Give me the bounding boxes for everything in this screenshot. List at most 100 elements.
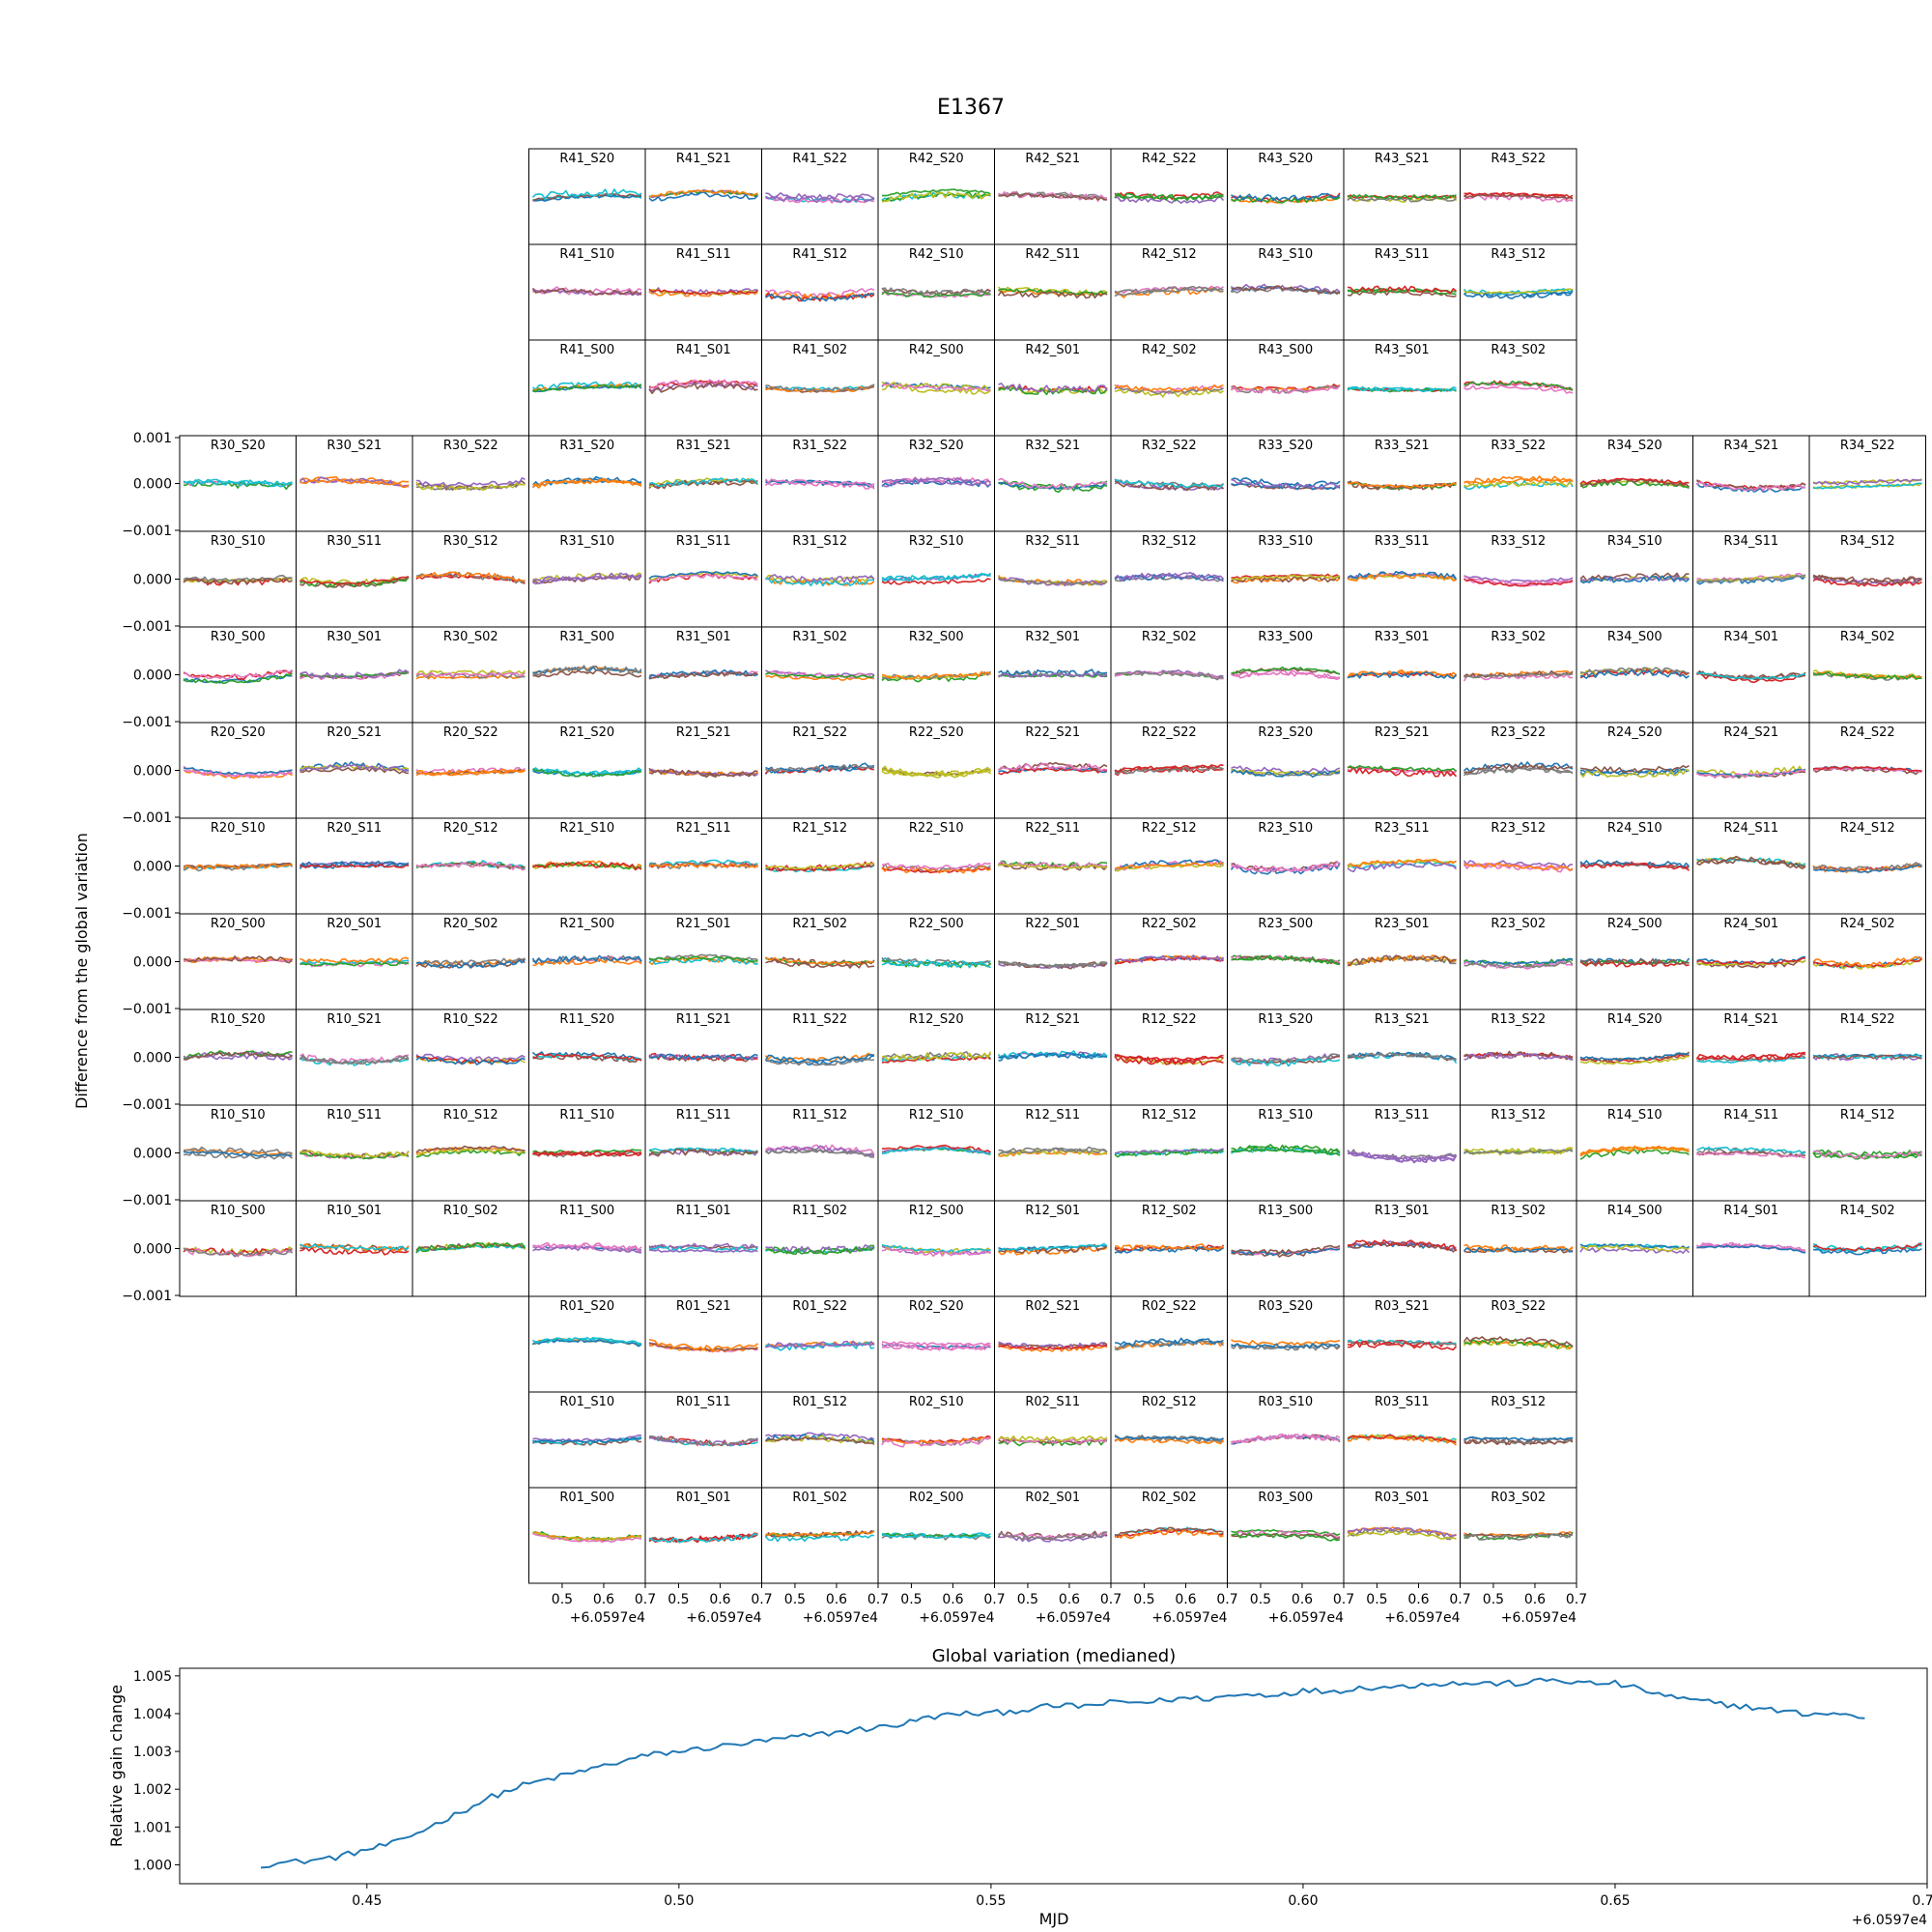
ccd-series-line [1812,957,1923,968]
ccd-series-line [415,958,526,969]
ccd-series-line [1231,1053,1341,1063]
ccd-panel-R12_S20: R12_S20 [877,1009,995,1106]
ccd-panel-label: R22_S01 [1025,917,1080,931]
ccd-series-line [183,1146,293,1155]
ccd-series-line [1812,1151,1923,1159]
ccd-panel-label: R23_S10 [1258,821,1313,836]
ccd-series-line [532,768,642,778]
ccd-series-line [1231,478,1341,490]
ccd-panel-label: R22_S21 [1025,725,1080,740]
ccd-series-line [299,863,410,868]
grid-xtick-label: 0.7 [867,1592,889,1607]
ccd-series-line [765,1341,875,1351]
grid-xtick-label: 0.5 [1250,1592,1271,1607]
ccd-series-line [1463,193,1574,200]
ccd-panel-R43_S02: R43_S02 [1460,339,1577,437]
ccd-series-line [1463,288,1574,295]
ccd-panel-label: R01_S10 [559,1395,614,1409]
ccd-panel-label: R22_S11 [1025,821,1080,836]
grid-ytick-label: −0.001 [122,906,172,922]
ccd-series-line [881,1051,991,1061]
ccd-series-line [1696,855,1806,869]
ccd-series-line [299,1243,410,1251]
ccd-panel-label: R14_S21 [1723,1012,1778,1027]
ccd-panel-label: R24_S21 [1723,725,1778,740]
grid-xtick-label: 0.5 [1017,1592,1038,1607]
ccd-series-line [998,1147,1108,1155]
ccd-series-line [1696,670,1806,680]
ccd-series-line [881,767,991,777]
ccd-series-line [415,1241,526,1254]
ccd-panel-label: R11_S11 [676,1108,731,1122]
ccd-series-line [415,669,526,676]
ccd-panel-label: R11_S20 [559,1012,614,1027]
ccd-series-line [1812,765,1922,773]
ccd-series-line [298,860,410,867]
grid-xaxis-col-10: 0.5 0.6 0.7 +6.0597e4 [1366,1583,1471,1626]
ccd-series-line [1347,1339,1457,1348]
ccd-series-line [299,576,410,585]
ccd-series-line [1463,1338,1574,1350]
ccd-series-line [1695,1051,1806,1061]
ccd-series-line [1812,669,1922,679]
ccd-series-line [1231,955,1341,966]
ccd-series-line [765,1343,875,1349]
ccd-series-line [765,195,875,204]
ccd-series-line [881,1243,991,1254]
ccd-series-line [1114,192,1224,202]
ccd-panel-R24_S21: R24_S21 [1692,722,1810,819]
ccd-panel-R34_S02: R34_S02 [1808,626,1926,724]
ccd-panel-label: R20_S02 [443,917,498,931]
ccd-series-line [1463,380,1574,391]
ccd-panel-R32_S22: R32_S22 [1110,435,1228,532]
ccd-series-line [1812,482,1922,490]
ccd-series-line [881,867,991,874]
ccd-panel-label: R22_S10 [909,821,964,836]
ccd-panel-label: R32_S20 [909,439,964,453]
ccd-panel-R10_S01: R10_S01 [296,1200,413,1297]
ccd-series-line [415,1241,526,1252]
grid-xtick-label: 0.7 [1333,1592,1354,1607]
ccd-series-line [1347,1052,1457,1061]
ccd-series-line [1347,1150,1458,1163]
ccd-series-line [882,1534,991,1539]
ccd-series-line [648,1338,759,1351]
ccd-series-line [1347,766,1458,778]
ccd-series-line [1463,1147,1574,1155]
ccd-panel-label: R10_S21 [327,1012,382,1027]
ccd-series-line [648,1148,758,1157]
ccd-series-line [532,1245,642,1254]
ccd-panel-label: R13_S12 [1491,1108,1546,1122]
ccd-series-line [881,1344,991,1351]
ccd-series-line [299,478,410,488]
ccd-panel-label: R32_S22 [1142,439,1197,453]
ccd-panel-R20_S11: R20_S11 [296,817,413,915]
ccd-series-line [765,384,875,392]
ccd-panel-label: R20_S10 [211,821,266,836]
ccd-panel-R02_S01: R02_S01 [994,1487,1112,1584]
ccd-panel-R43_S20: R43_S20 [1227,148,1345,245]
ccd-series-line [415,674,526,680]
ccd-series-line [1579,1243,1690,1250]
ccd-panel-label: R20_S21 [327,725,382,740]
ccd-series-line [1347,954,1457,967]
ccd-panel-R41_S20: R41_S20 [528,148,646,245]
ccd-series-line [881,381,991,391]
ccd-panel-label: R43_S02 [1491,343,1546,357]
ccd-series-line [1114,288,1224,298]
ccd-panel-R31_S10: R31_S10 [528,530,646,628]
ccd-series-line [1114,954,1225,963]
grid-xtick-label: 0.5 [668,1592,689,1607]
ccd-panel-label: R23_S00 [1258,917,1313,931]
ccd-series-line [881,476,991,484]
ccd-panel-label: R03_S22 [1491,1299,1546,1314]
ccd-panel-R03_S02: R03_S02 [1460,1487,1577,1584]
grid-xtick-label: 0.5 [900,1592,922,1607]
ccd-series-line [1347,861,1458,873]
grid-x-offset-label: +6.0597e4 [1268,1610,1344,1626]
grid-xaxis-col-5: 0.5 0.6 0.7 +6.0597e4 [784,1583,889,1626]
ccd-panel-R13_S20: R13_S20 [1227,1009,1345,1106]
ccd-panel-label: R21_S20 [559,725,614,740]
ccd-panel-label: R42_S12 [1142,247,1197,262]
grid-xtick-label: 0.7 [635,1592,656,1607]
